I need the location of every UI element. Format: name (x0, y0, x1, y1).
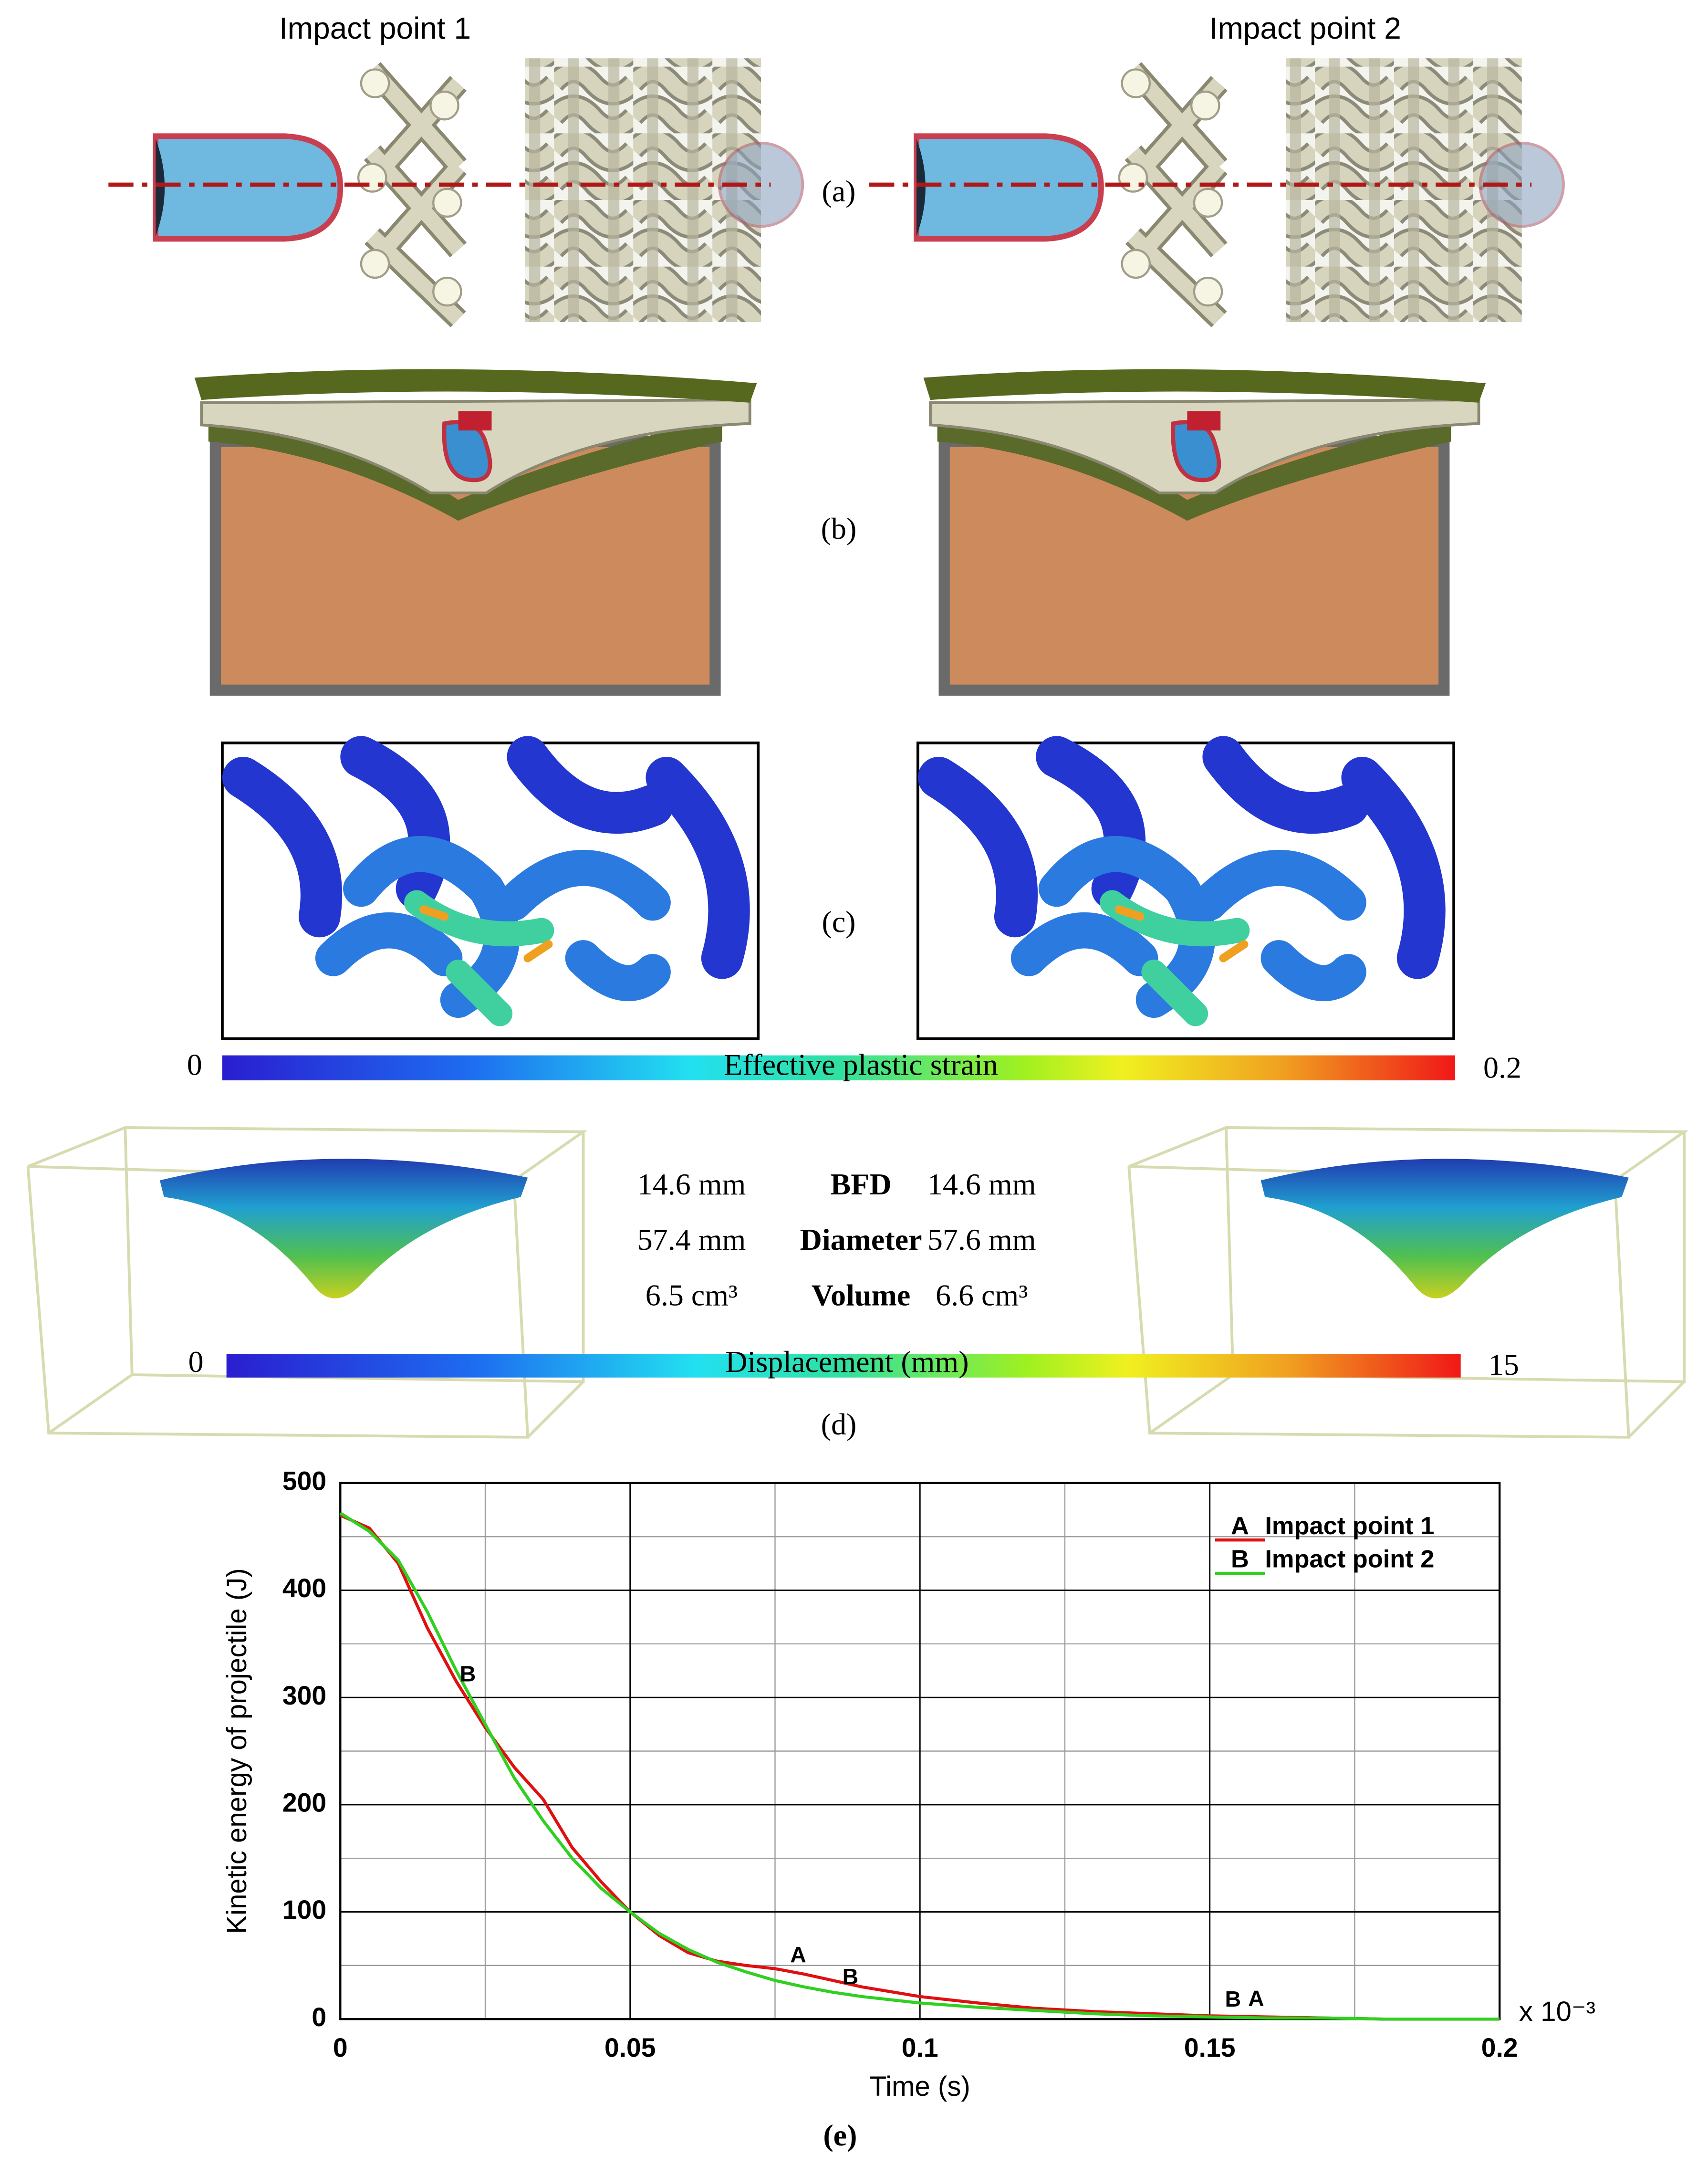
legend-label: Impact point 2 (1265, 1546, 1434, 1573)
y-tick-label: 300 (282, 1681, 326, 1710)
caption: (c) (822, 905, 855, 939)
metric-name: Volume (812, 1278, 911, 1312)
caption: (b) (821, 512, 857, 545)
metric-name: BFD (831, 1167, 892, 1201)
curve-marker: A (1248, 1986, 1264, 2011)
colorbar (226, 1354, 1461, 1378)
caption: (e) (823, 2118, 857, 2152)
y-tick-label: 500 (282, 1466, 326, 1496)
metric-value: 6.6 cm³ (936, 1278, 1028, 1312)
cross-section-left (195, 369, 757, 690)
metric-value: 14.6 mm (637, 1167, 746, 1201)
y-tick-label: 100 (282, 1895, 326, 1925)
metric-value: 14.6 mm (927, 1167, 1036, 1201)
x-tick-label: 0.1 (902, 2033, 938, 2062)
metric-value: 6.5 cm³ (646, 1278, 738, 1312)
impact-schematic-right (869, 58, 1563, 322)
panel-label: Impact point 1 (279, 11, 471, 45)
axis-multiplier: x 10⁻³ (1519, 1996, 1595, 2027)
cross-section-right (924, 369, 1486, 690)
data-line (339, 1512, 1500, 2021)
colorbar-label: Effective plastic strain (724, 1047, 998, 1081)
colorbar-max: 15 (1489, 1348, 1519, 1381)
x-tick-label: 0.15 (1184, 2033, 1236, 2062)
colorbar-min: 0 (187, 1047, 202, 1081)
displacement-right (1129, 1128, 1684, 1437)
legend-marker: B (1231, 1546, 1249, 1573)
colorbar-label: Displacement (mm) (725, 1345, 969, 1379)
x-axis-label: Time (s) (870, 2071, 970, 2102)
y-tick-label: 200 (282, 1788, 326, 1817)
displacement-left (28, 1128, 583, 1437)
colorbar-min: 0 (188, 1345, 204, 1379)
curve-marker: B (460, 1661, 476, 1686)
colorbar-max: 0.2 (1483, 1050, 1521, 1084)
plot-border (339, 1482, 1501, 2020)
panel-label: Impact point 2 (1209, 11, 1401, 45)
data-line (339, 1514, 1500, 2021)
metric-value: 57.6 mm (927, 1223, 1036, 1256)
legend-label: Impact point 1 (1265, 1512, 1434, 1540)
y-axis-label: Kinetic energy of projectile (J) (221, 1568, 252, 1934)
colorbar (222, 1055, 1456, 1080)
curve-marker: B (843, 1964, 859, 1989)
y-tick-label: 400 (282, 1573, 326, 1603)
strain-view-left (222, 743, 758, 1039)
x-tick-label: 0.2 (1481, 2033, 1518, 2062)
strain-view-right (918, 743, 1454, 1039)
caption: (d) (821, 1407, 857, 1441)
curve-marker: A (790, 1942, 806, 1967)
line-chart: 0 0.05 0.1 0.15 0.2 0 100 200 300 400 500 Time (s) K… (221, 1466, 1595, 2153)
impact-schematic-left (108, 58, 802, 322)
x-tick-label: 0 (333, 2033, 348, 2062)
y-tick-label: 0 (312, 2002, 326, 2032)
x-tick-label: 0.05 (604, 2033, 656, 2062)
curve-marker: B (1225, 1987, 1241, 2011)
metric-value: 57.4 mm (637, 1223, 746, 1256)
caption: (a) (822, 174, 855, 208)
legend-marker: A (1231, 1512, 1249, 1540)
metrics-table: 14.6 mm BFD 14.6 mm 57.4 mm Diameter 57.6 mm 6… (637, 1167, 1036, 1312)
metric-name: Diameter (800, 1223, 922, 1256)
